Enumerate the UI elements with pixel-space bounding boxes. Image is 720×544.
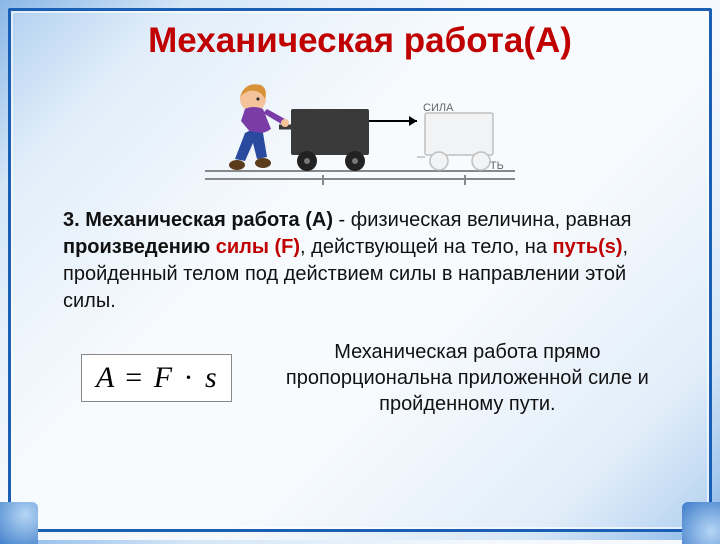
page-title: Механическая работа(А) — [33, 21, 687, 61]
title-text: Механическая работа(А) — [148, 21, 572, 60]
formula-s: s — [205, 361, 217, 394]
formula-F: F — [154, 361, 172, 394]
def-force: силы (F) — [216, 236, 300, 258]
formula-A: A — [96, 361, 114, 394]
proportional-note: Механическая работа прямо пропорциональн… — [260, 339, 675, 417]
boy-pushing-cart-diagram: ПУТЬ СИЛА — [205, 69, 515, 189]
def-num: 3. — [63, 209, 80, 231]
definition-paragraph: 3. Механическая работа (А) - физическая … — [63, 207, 675, 315]
formula-dot: · — [184, 361, 194, 394]
decorative-corner-br — [682, 502, 720, 544]
formula-eq: = — [125, 361, 142, 394]
def-path: путь(s) — [553, 236, 623, 258]
def-t2: , действующей на тело, на — [300, 236, 552, 258]
def-term: Механическая работа (А) — [85, 209, 333, 231]
label-force: СИЛА — [423, 102, 454, 114]
formula-box: A = F · s — [81, 354, 232, 402]
def-product: произведению — [63, 236, 210, 258]
decorative-corner-bl — [0, 502, 38, 544]
def-t1: - физическая величина, равная — [333, 209, 631, 231]
